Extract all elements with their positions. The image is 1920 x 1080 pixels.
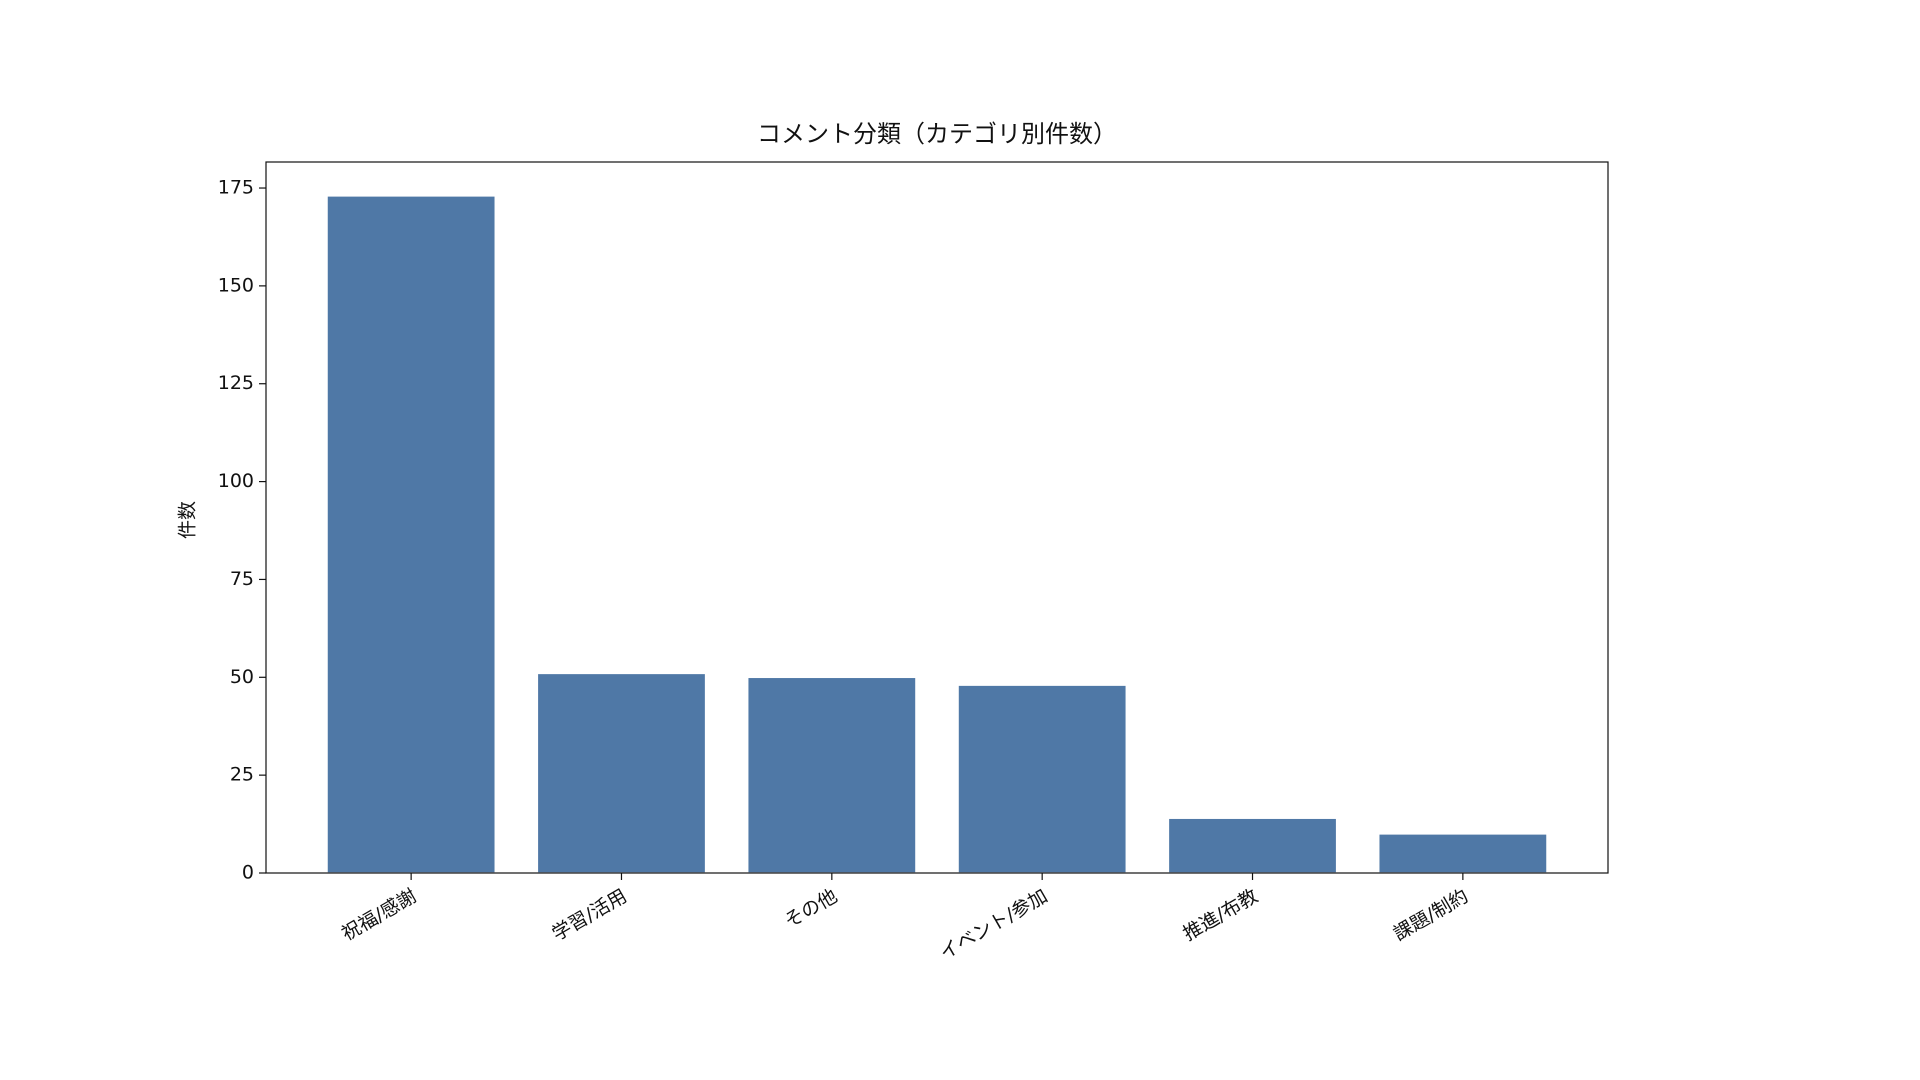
y-tick-label: 75 [230, 568, 254, 590]
bar [957, 684, 1128, 874]
x-tick-label: 祝福/感謝 [338, 885, 420, 945]
bar [326, 195, 497, 874]
chart-title: コメント分類（カテゴリ別件数） [757, 120, 1117, 148]
y-axis-label: 件数 [177, 501, 199, 539]
y-tick-label: 50 [230, 666, 254, 688]
y-tick-label: 0 [242, 862, 254, 884]
y-tick-label: 175 [218, 177, 254, 199]
x-tick-label: 学習/活用 [548, 885, 630, 945]
bar [746, 676, 917, 874]
y-tick-label: 150 [218, 274, 254, 296]
bar [1167, 817, 1338, 874]
y-tick-label: 125 [218, 372, 254, 394]
x-tick-label: その他 [781, 885, 841, 933]
x-tick-label: イベント/参加 [936, 885, 1051, 964]
y-tick-label: 100 [218, 470, 254, 492]
x-tick-label: 推進/布教 [1179, 885, 1261, 945]
y-tick-label: 25 [230, 764, 254, 786]
bar [536, 672, 707, 874]
x-tick-label: 課題/制約 [1390, 885, 1472, 945]
bar [1377, 833, 1548, 874]
plot-frame [265, 161, 1609, 874]
